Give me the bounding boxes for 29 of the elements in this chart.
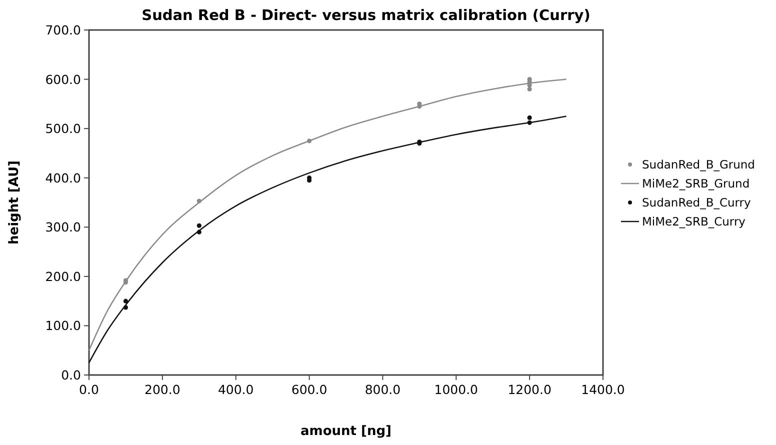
chart-title: Sudan Red B - Direct- versus matrix calibration (Curry) [142, 8, 590, 24]
y-tick-label: 600.0 [45, 72, 82, 87]
y-tick-label: 200.0 [45, 268, 82, 284]
x-tick-label: 1000.0 [434, 382, 478, 397]
line-series [88, 78, 567, 352]
x-axis-title: amount [ng] [300, 424, 392, 439]
y-tick-label: 500.0 [45, 121, 82, 136]
y-tick-label: 400.0 [45, 170, 82, 186]
legend-label: MiMe2_SRB_Grund [642, 176, 750, 190]
legend-label: SudanRed_B_Grund [642, 158, 755, 172]
y-tick-label: 700.0 [45, 22, 82, 38]
y-tick-label: 100.0 [45, 318, 82, 334]
y-tick-label: 0.0 [61, 368, 82, 382]
legend-label: SudanRed_B_Curry [642, 196, 752, 210]
y-tick-label: 300.0 [45, 220, 82, 235]
x-tick-label: 0.0 [79, 382, 99, 397]
x-tick-label: 1200.0 [508, 382, 552, 397]
x-tick-label: 800.0 [364, 382, 401, 397]
x-tick-label: 600.0 [291, 382, 328, 397]
x-tick-label: 200.0 [144, 382, 180, 397]
x-tick-label: 400.0 [218, 382, 254, 397]
x-tick-label: 1400.0 [581, 382, 625, 397]
point [527, 115, 532, 120]
point [527, 86, 532, 92]
y-axis-title: height [AU] [7, 160, 22, 244]
point [196, 223, 202, 228]
line-series [88, 116, 567, 364]
legend-label: MiMe2_SRB_Curry [642, 214, 746, 228]
point [123, 298, 128, 304]
